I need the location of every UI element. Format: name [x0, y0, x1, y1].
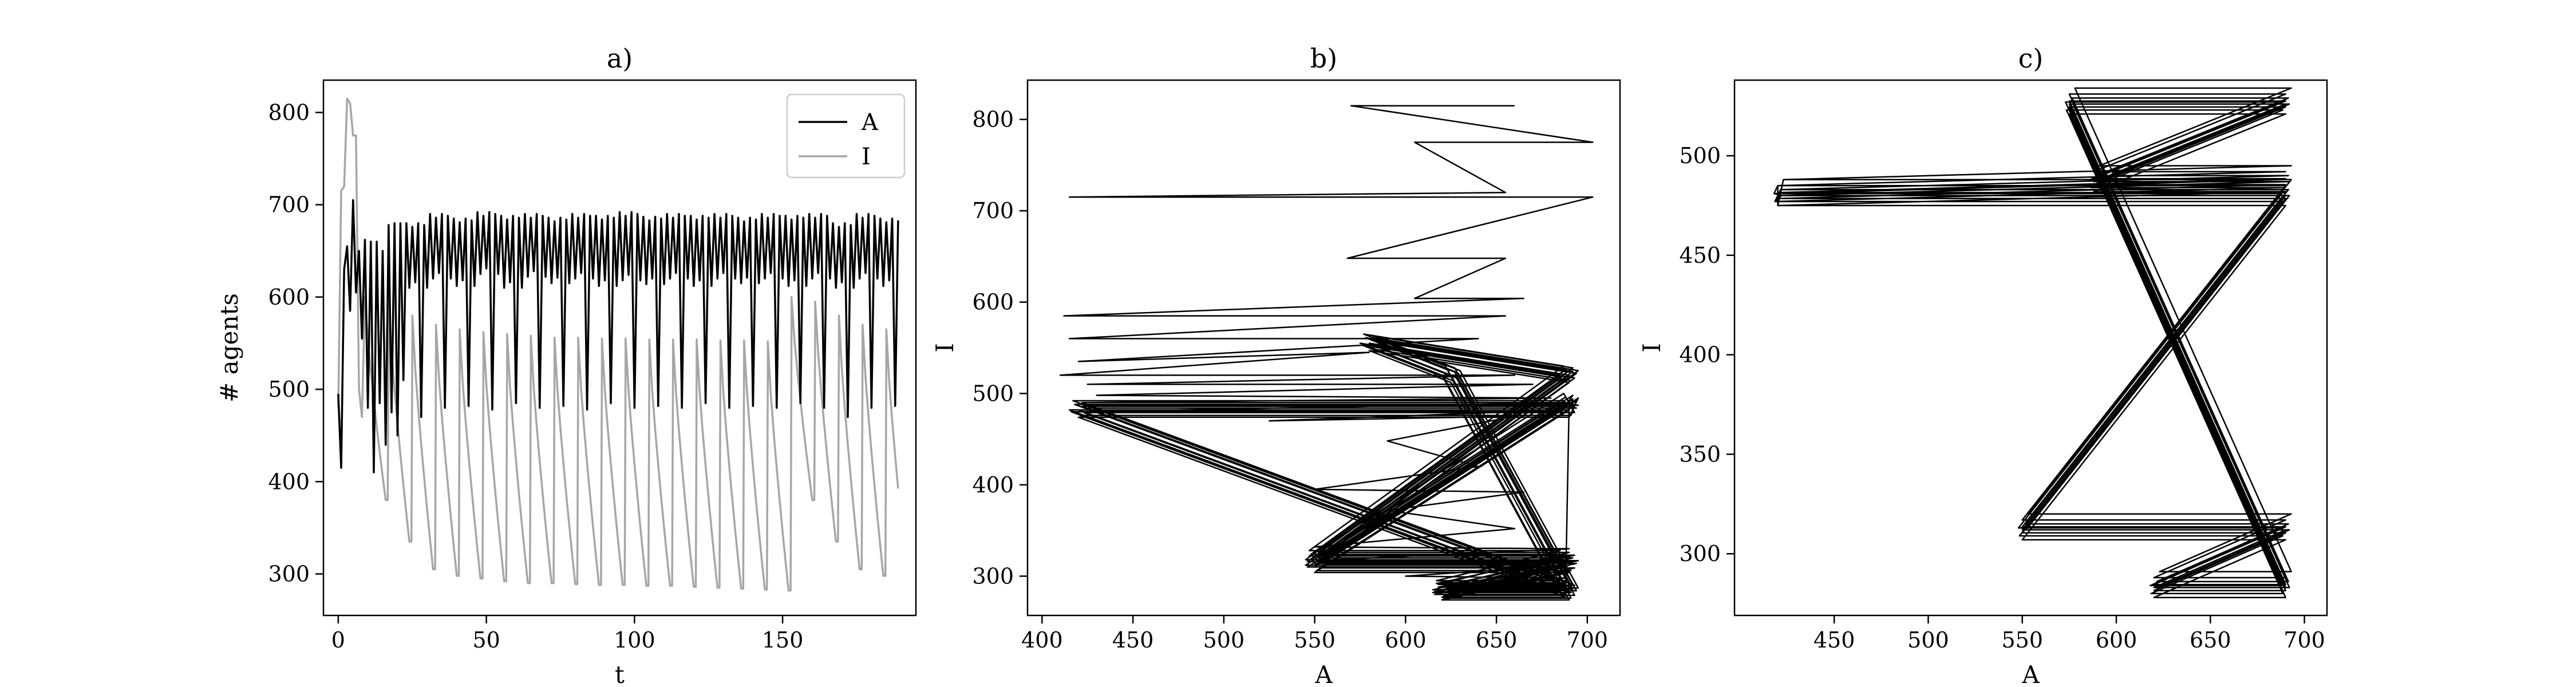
y-tick-label: 500 [1679, 143, 1721, 168]
y-tick-label: 700 [972, 198, 1014, 223]
y-tick-label: 300 [1679, 541, 1721, 566]
series-line-A [337, 199, 899, 473]
y-tick-label: 300 [972, 563, 1014, 589]
chart-title: b) [1310, 43, 1337, 74]
x-tick-label: 600 [2096, 627, 2138, 653]
x-tick-label: 700 [1567, 627, 1609, 653]
chart-title: a) [607, 43, 633, 74]
x-tick-label: 550 [1294, 627, 1336, 653]
plot-area [1773, 87, 2292, 598]
y-tick-label: 350 [1679, 441, 1721, 467]
y-axis-label: I [1638, 343, 1666, 353]
x-tick-label: 50 [472, 627, 500, 653]
x-tick-label: 450 [1112, 627, 1154, 653]
axes-frame [322, 79, 917, 617]
axes-frame [1733, 79, 2328, 617]
legend-label: I [862, 144, 871, 170]
x-tick-label: 400 [1021, 627, 1063, 653]
x-tick-label: 100 [614, 627, 655, 653]
y-tick-label: 500 [972, 381, 1014, 406]
y-tick-label: 600 [268, 285, 310, 310]
legend-label: A [861, 109, 879, 136]
y-tick-label: 400 [1679, 342, 1721, 368]
phase-trajectory [1059, 105, 1594, 601]
y-tick-label: 450 [1679, 243, 1721, 268]
x-tick-label: 650 [1476, 627, 1518, 653]
y-tick-label: 500 [268, 377, 310, 402]
x-tick-label: 550 [2001, 627, 2043, 653]
axes-frame [1026, 79, 1621, 617]
x-tick-label: 500 [1203, 627, 1245, 653]
x-tick-label: 0 [331, 627, 345, 653]
y-axis-label: # agents [215, 293, 243, 402]
y-tick-label: 300 [268, 561, 310, 586]
x-axis-label: t [615, 661, 625, 687]
y-tick-label: 800 [268, 100, 310, 125]
x-axis-label: A [1314, 661, 1333, 687]
series-line-I [337, 97, 899, 592]
y-tick-label: 400 [972, 472, 1014, 498]
x-tick-label: 450 [1814, 627, 1855, 653]
x-tick-label: 700 [2283, 627, 2325, 653]
x-tick-label: 500 [1907, 627, 1949, 653]
legend-box [786, 93, 906, 179]
x-tick-label: 600 [1385, 627, 1427, 653]
y-tick-label: 400 [268, 469, 310, 494]
x-tick-label: 650 [2190, 627, 2231, 653]
y-tick-label: 800 [972, 107, 1014, 132]
x-axis-label: A [2021, 661, 2040, 687]
y-tick-label: 600 [972, 290, 1014, 315]
panel-a: 0 50 100 150 300 400 500 600 700 800 a) t # agents AI [215, 43, 917, 687]
panel-c: 450 500 550 600 650 700 300 350 400 450 500 c) A I [1638, 43, 2328, 687]
plot-area [337, 97, 899, 592]
plot-area [1059, 105, 1594, 601]
x-tick-label: 150 [762, 627, 804, 653]
attractor-trajectory [1773, 87, 2292, 598]
y-axis-label: I [931, 343, 959, 353]
chart-title: c) [2018, 43, 2044, 74]
panel-b: 400 450 500 550 600 650 700 300 400 500 600 700 800 b… [931, 43, 1621, 687]
y-tick-label: 700 [268, 192, 310, 218]
